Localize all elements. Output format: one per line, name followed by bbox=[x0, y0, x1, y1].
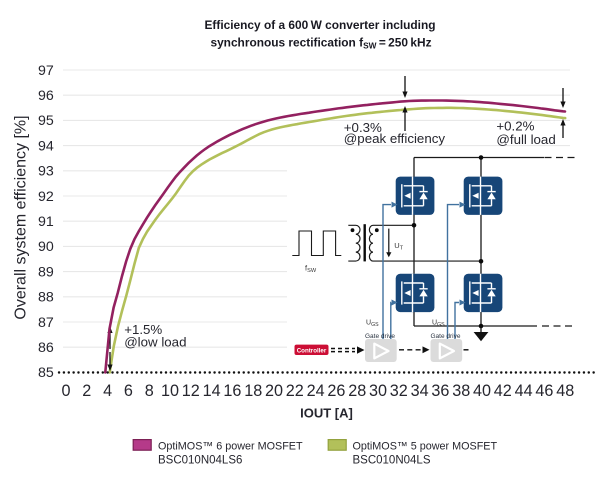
svg-text:34: 34 bbox=[411, 382, 429, 400]
svg-text:OptiMOS™ 6 power MOSFET: OptiMOS™ 6 power MOSFET bbox=[158, 440, 303, 452]
svg-text:@peak efficiency: @peak efficiency bbox=[344, 131, 446, 146]
svg-text:@low load: @low load bbox=[124, 334, 186, 349]
svg-text:87: 87 bbox=[38, 315, 54, 331]
svg-text:18: 18 bbox=[244, 382, 262, 400]
svg-text:8: 8 bbox=[145, 382, 154, 400]
svg-text:4: 4 bbox=[103, 382, 112, 400]
svg-text:OptiMOS™ 5 power MOSFET: OptiMOS™ 5 power MOSFET bbox=[353, 440, 498, 452]
svg-text:92: 92 bbox=[38, 189, 54, 205]
svg-text:85: 85 bbox=[38, 365, 54, 381]
svg-text:+1.5%: +1.5% bbox=[124, 322, 162, 337]
svg-text:10: 10 bbox=[161, 382, 179, 400]
svg-text:synchronous rectification fSW: synchronous rectification fSW = 250 kHz bbox=[210, 35, 431, 50]
svg-text:Controller: Controller bbox=[297, 348, 327, 355]
svg-text:fSW: fSW bbox=[305, 264, 317, 275]
svg-text:95: 95 bbox=[38, 113, 54, 129]
svg-text:@full load: @full load bbox=[496, 132, 555, 147]
svg-text:93: 93 bbox=[38, 164, 54, 180]
svg-text:32: 32 bbox=[390, 382, 408, 400]
svg-text:24: 24 bbox=[307, 382, 325, 400]
svg-text:26: 26 bbox=[327, 382, 345, 400]
svg-text:IOUT [A]: IOUT [A] bbox=[300, 406, 353, 421]
svg-text:36: 36 bbox=[431, 382, 449, 400]
svg-text:42: 42 bbox=[494, 382, 512, 400]
svg-text:12: 12 bbox=[182, 382, 200, 400]
svg-text:Gate drive: Gate drive bbox=[431, 333, 461, 340]
svg-text:94: 94 bbox=[38, 138, 54, 154]
svg-text:90: 90 bbox=[38, 239, 54, 255]
svg-text:96: 96 bbox=[38, 88, 54, 104]
svg-text:38: 38 bbox=[452, 382, 470, 400]
svg-text:97: 97 bbox=[38, 63, 54, 79]
svg-text:44: 44 bbox=[515, 382, 533, 400]
svg-text:UT: UT bbox=[394, 241, 403, 252]
svg-text:16: 16 bbox=[223, 382, 241, 400]
svg-text:6: 6 bbox=[124, 382, 133, 400]
svg-text:40: 40 bbox=[473, 382, 491, 400]
svg-text:2: 2 bbox=[82, 382, 91, 400]
svg-text:UGS: UGS bbox=[432, 320, 445, 328]
svg-text:+0.3%: +0.3% bbox=[344, 120, 382, 135]
svg-text:46: 46 bbox=[535, 382, 553, 400]
svg-text:91: 91 bbox=[38, 214, 54, 230]
svg-text:28: 28 bbox=[348, 382, 366, 400]
svg-text:20: 20 bbox=[265, 382, 283, 400]
svg-text:Gate drive: Gate drive bbox=[365, 333, 395, 340]
svg-text:89: 89 bbox=[38, 264, 54, 280]
svg-text:BSC010N04LS: BSC010N04LS bbox=[353, 455, 431, 467]
svg-text:88: 88 bbox=[38, 290, 54, 306]
svg-text:+0.2%: +0.2% bbox=[496, 119, 534, 134]
svg-text:Overall system efficiency [%]: Overall system efficiency [%] bbox=[13, 115, 30, 319]
svg-text:14: 14 bbox=[203, 382, 221, 400]
svg-text:30: 30 bbox=[369, 382, 387, 400]
svg-text:22: 22 bbox=[286, 382, 304, 400]
svg-text:BSC010N04LS6: BSC010N04LS6 bbox=[158, 455, 242, 467]
svg-text:Efficiency of a 600 W converte: Efficiency of a 600 W converter includin… bbox=[204, 18, 435, 32]
svg-text:86: 86 bbox=[38, 340, 54, 356]
svg-text:48: 48 bbox=[556, 382, 574, 400]
svg-text:0: 0 bbox=[61, 382, 70, 400]
svg-text:UGS: UGS bbox=[366, 320, 379, 328]
